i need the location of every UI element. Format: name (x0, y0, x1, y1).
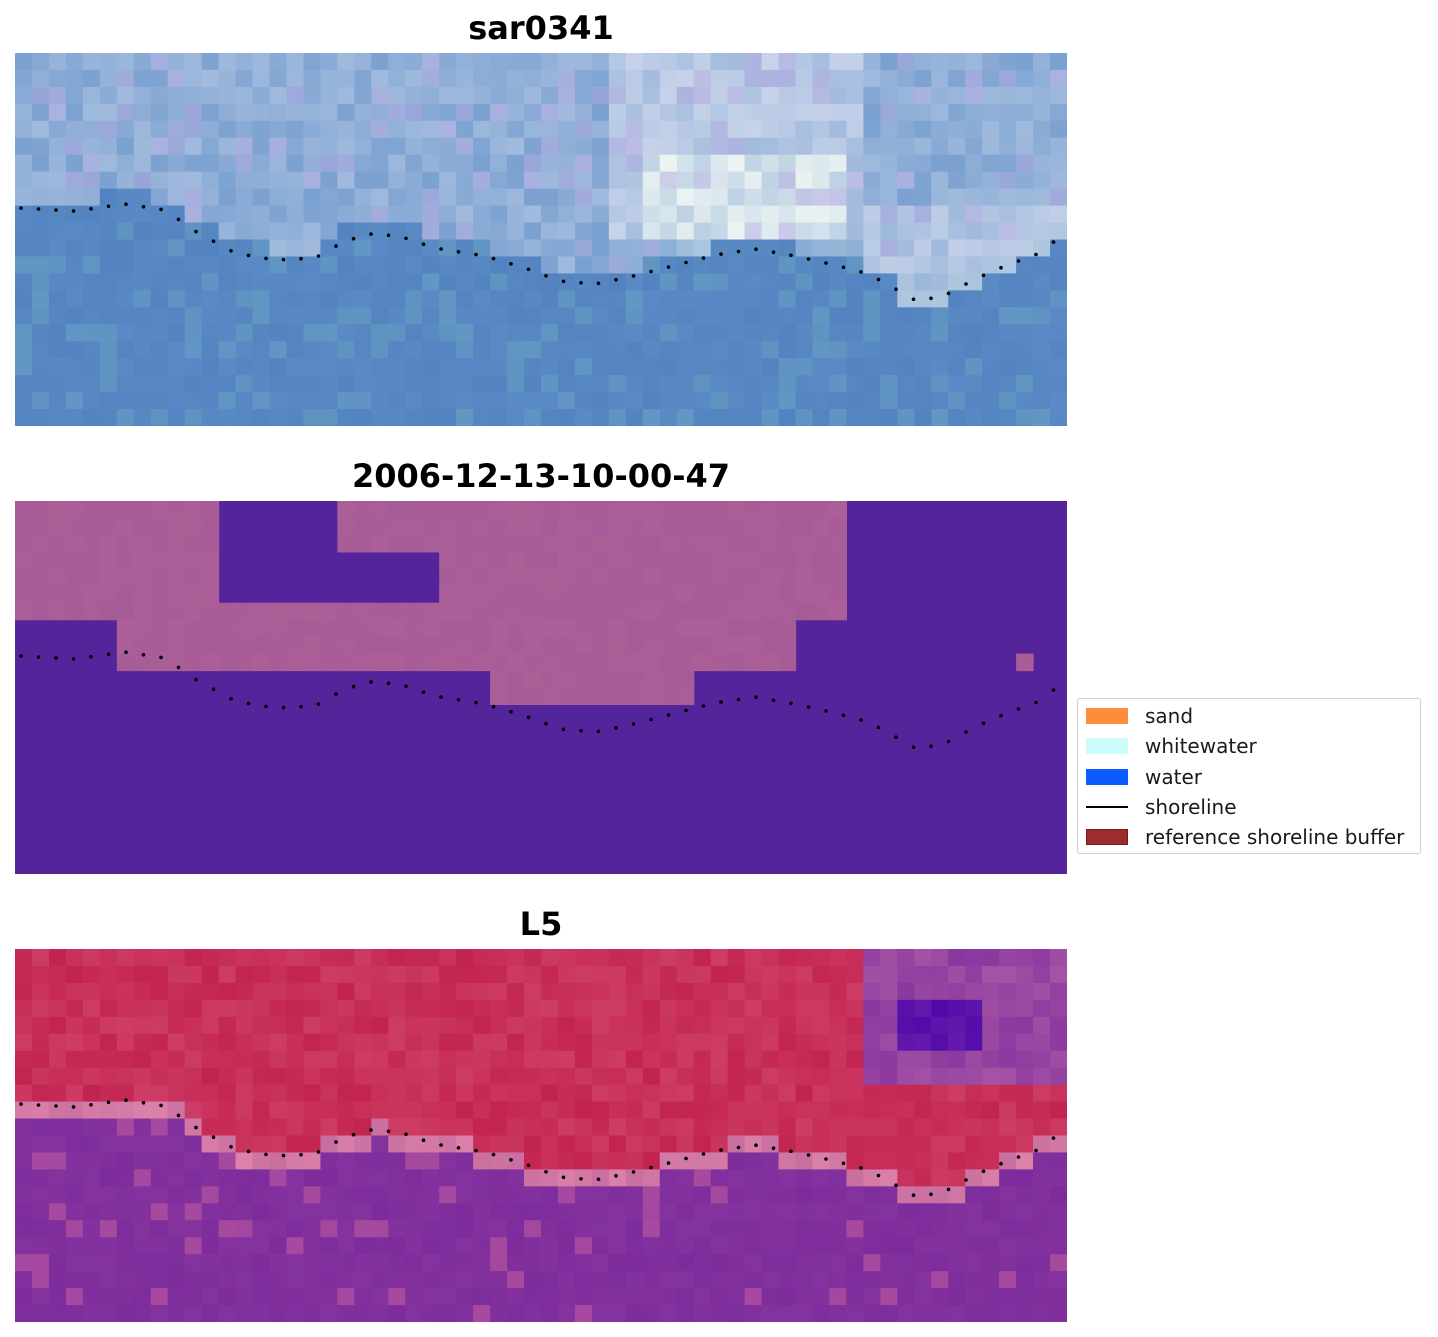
classified-image (15, 501, 1067, 874)
legend-item-sand: sand (1086, 703, 1193, 729)
panel-title-classified: 2006-12-13-10-00-47 (351, 457, 731, 495)
legend-item-whitewater: whitewater (1086, 733, 1257, 759)
shoreline-dots (19, 1098, 1056, 1197)
water-swatch (1086, 769, 1128, 785)
reference-buffer-swatch (1086, 829, 1128, 845)
legend-item-shoreline: shoreline (1086, 794, 1237, 820)
panel-title-rgb: sar0341 (468, 9, 614, 47)
legend-label-reference-buffer: reference shoreline buffer (1145, 825, 1405, 849)
rgb-image (15, 53, 1067, 426)
index-image (15, 949, 1067, 1322)
legend-item-water: water (1086, 764, 1202, 790)
rgb-image-panel (15, 53, 1067, 426)
index-image-panel (15, 949, 1067, 1322)
panel-title-index: L5 (519, 905, 563, 943)
legend-item-reference-buffer: reference shoreline buffer (1086, 824, 1404, 850)
legend: sand whitewater water shoreline referenc… (1077, 698, 1421, 854)
legend-label-whitewater: whitewater (1145, 734, 1257, 758)
sand-swatch (1086, 708, 1128, 724)
shoreline-dots (19, 202, 1056, 301)
shoreline-line-swatch (1086, 806, 1128, 808)
legend-label-water: water (1145, 765, 1202, 789)
whitewater-swatch (1086, 738, 1128, 754)
shoreline-dots (19, 650, 1056, 749)
classified-image-panel (15, 501, 1067, 874)
legend-label-shoreline: shoreline (1145, 795, 1237, 819)
legend-label-sand: sand (1145, 704, 1194, 728)
